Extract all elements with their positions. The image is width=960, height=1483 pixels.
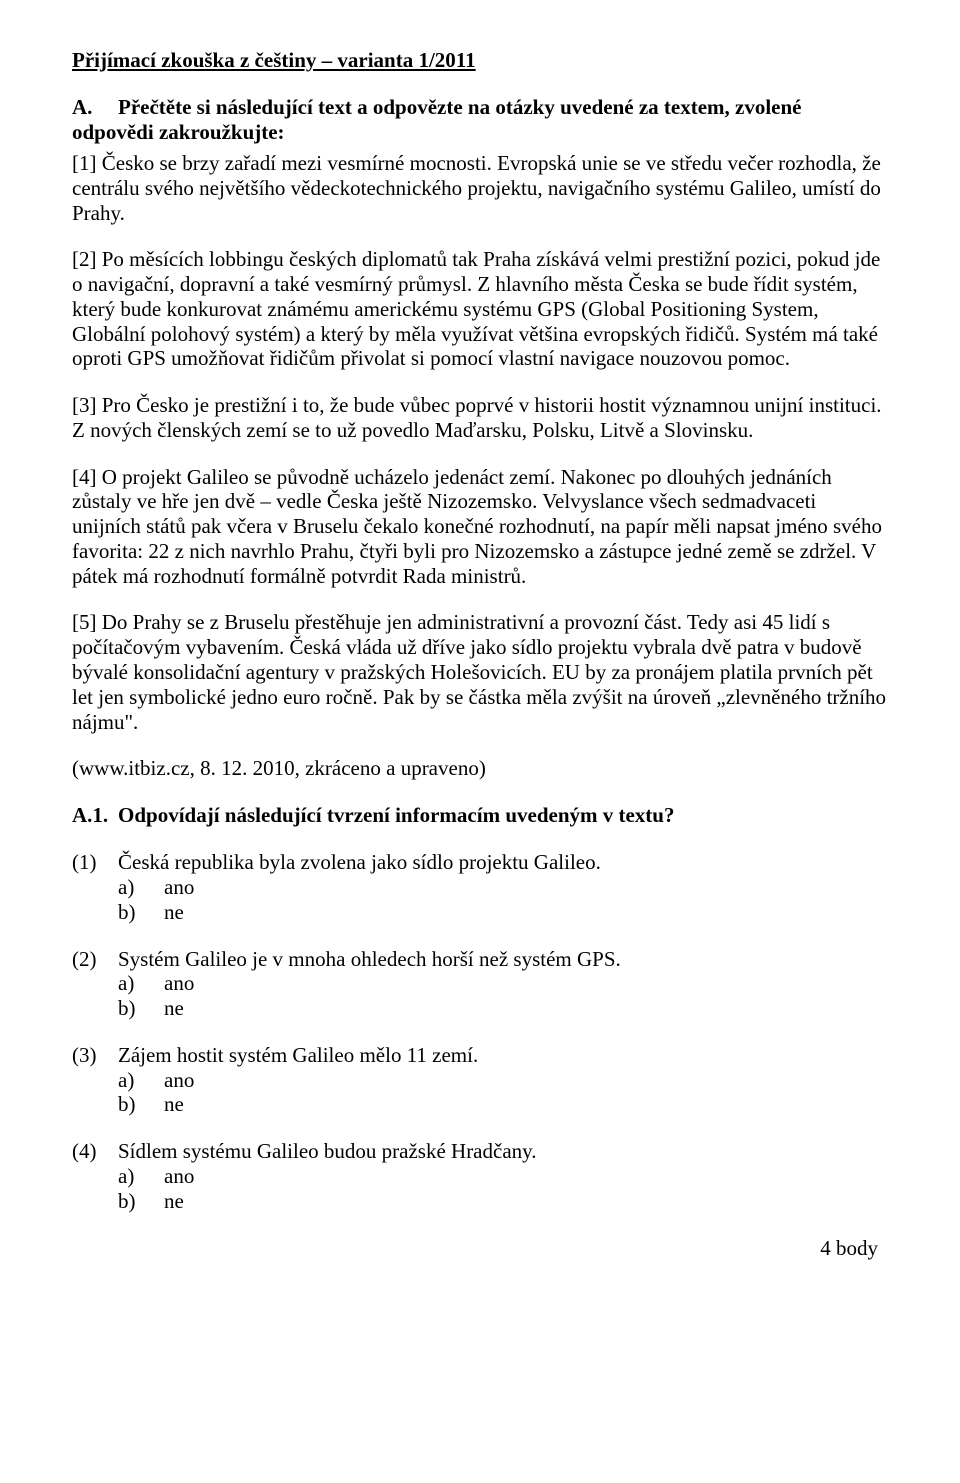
option-letter: b) xyxy=(118,996,164,1021)
paragraph-4: [4] O projekt Galileo se původně ucházel… xyxy=(72,465,888,589)
question-3: (3)Zájem hostit systém Galileo mělo 11 z… xyxy=(72,1043,888,1117)
option-label: ne xyxy=(164,1189,184,1213)
question-3-option-a[interactable]: a)ano xyxy=(72,1068,888,1093)
question-2-text-row: (2)Systém Galileo je v mnoha ohledech ho… xyxy=(72,947,888,972)
section-a-heading: A.Přečtěte si následující text a odpověz… xyxy=(72,95,888,145)
option-label: ano xyxy=(164,1164,194,1188)
question-4-option-a[interactable]: a)ano xyxy=(72,1164,888,1189)
question-number: (3) xyxy=(72,1043,118,1068)
source-citation: (www.itbiz.cz, 8. 12. 2010, zkráceno a u… xyxy=(72,756,888,781)
question-1-option-a[interactable]: a)ano xyxy=(72,875,888,900)
question-text: Sídlem systému Galileo budou pražské Hra… xyxy=(118,1139,537,1163)
question-2: (2)Systém Galileo je v mnoha ohledech ho… xyxy=(72,947,888,1021)
option-letter: b) xyxy=(118,1092,164,1117)
question-text: Systém Galileo je v mnoha ohledech horší… xyxy=(118,947,621,971)
option-letter: a) xyxy=(118,875,164,900)
question-text: Zájem hostit systém Galileo mělo 11 zemí… xyxy=(118,1043,478,1067)
question-4: (4)Sídlem systému Galileo budou pražské … xyxy=(72,1139,888,1213)
question-1: (1)Česká republika byla zvolena jako síd… xyxy=(72,850,888,924)
subheading-a1: A.1.Odpovídají následující tvrzení infor… xyxy=(72,803,888,828)
option-letter: b) xyxy=(118,1189,164,1214)
question-1-option-b[interactable]: b)ne xyxy=(72,900,888,925)
subheading-number: A.1. xyxy=(72,803,118,828)
option-letter: a) xyxy=(118,1164,164,1189)
option-letter: a) xyxy=(118,971,164,996)
question-4-option-b[interactable]: b)ne xyxy=(72,1189,888,1214)
points-label: 4 body xyxy=(72,1236,888,1261)
question-number: (2) xyxy=(72,947,118,972)
option-label: ne xyxy=(164,1092,184,1116)
question-text: Česká republika byla zvolena jako sídlo … xyxy=(118,850,601,874)
question-2-option-b[interactable]: b)ne xyxy=(72,996,888,1021)
question-3-option-b[interactable]: b)ne xyxy=(72,1092,888,1117)
question-number: (1) xyxy=(72,850,118,875)
paragraph-3: [3] Pro Česko je prestižní i to, že bude… xyxy=(72,393,888,443)
option-letter: b) xyxy=(118,900,164,925)
subheading-text: Odpovídají následující tvrzení informací… xyxy=(118,803,674,827)
option-label: ano xyxy=(164,1068,194,1092)
option-label: ne xyxy=(164,996,184,1020)
exam-title: Přijímací zkouška z češtiny – varianta 1… xyxy=(72,48,888,73)
question-3-text-row: (3)Zájem hostit systém Galileo mělo 11 z… xyxy=(72,1043,888,1068)
option-label: ano xyxy=(164,875,194,899)
question-1-text-row: (1)Česká republika byla zvolena jako síd… xyxy=(72,850,888,875)
option-label: ano xyxy=(164,971,194,995)
paragraph-5: [5] Do Prahy se z Bruselu přestěhuje jen… xyxy=(72,610,888,734)
option-letter: a) xyxy=(118,1068,164,1093)
paragraph-2: [2] Po měsících lobbingu českých diploma… xyxy=(72,247,888,371)
option-label: ne xyxy=(164,900,184,924)
section-letter: A. xyxy=(72,95,118,120)
question-number: (4) xyxy=(72,1139,118,1164)
section-heading-text: Přečtěte si následující text a odpovězte… xyxy=(72,95,801,144)
document-page: Přijímací zkouška z češtiny – varianta 1… xyxy=(0,0,960,1483)
paragraph-1: [1] Česko se brzy zařadí mezi vesmírné m… xyxy=(72,151,888,225)
question-2-option-a[interactable]: a)ano xyxy=(72,971,888,996)
question-4-text-row: (4)Sídlem systému Galileo budou pražské … xyxy=(72,1139,888,1164)
